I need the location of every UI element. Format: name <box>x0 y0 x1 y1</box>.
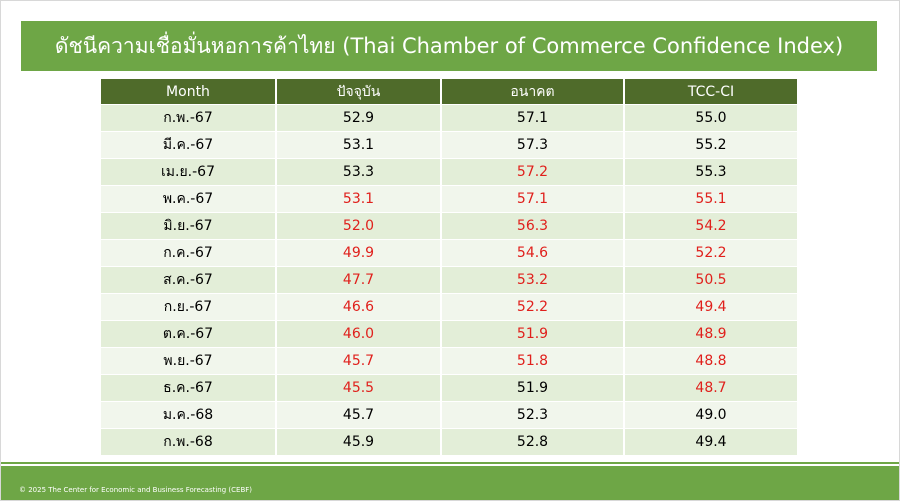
table-row: ก.พ.-68 45.9 52.8 49.4 <box>101 428 797 455</box>
month-cell: มี.ค.-67 <box>101 131 276 159</box>
value-cell: 57.1 <box>440 185 624 213</box>
value-cell: 45.7 <box>275 401 441 429</box>
month-cell: ธ.ค.-67 <box>101 374 276 402</box>
value-cell: 46.6 <box>275 293 441 321</box>
value-cell: 47.7 <box>275 266 441 294</box>
value-cell: 53.3 <box>275 158 441 186</box>
value-cell: 49.4 <box>623 428 797 455</box>
value-cell: 45.9 <box>275 428 441 455</box>
value-cell: 49.0 <box>623 401 797 429</box>
value-cell: 53.1 <box>275 185 441 213</box>
value-cell: 50.5 <box>623 266 797 294</box>
value-cell: 53.1 <box>275 131 441 159</box>
month-cell: เม.ย.-67 <box>101 158 276 186</box>
month-cell: ต.ค.-67 <box>101 320 276 348</box>
value-cell: 56.3 <box>440 212 624 240</box>
table-row: มี.ค.-67 53.1 57.3 55.2 <box>101 131 797 159</box>
table-body: ก.พ.-67 52.9 57.1 55.0 มี.ค.-67 53.1 57.3 55.2 เ… <box>101 104 797 455</box>
month-cell: ม.ค.-68 <box>101 401 276 429</box>
month-cell: พ.ย.-67 <box>101 347 276 375</box>
value-cell: 45.5 <box>275 374 441 402</box>
table-row: ต.ค.-67 46.0 51.9 48.9 <box>101 320 797 348</box>
column-header: ปัจจุบัน <box>275 79 441 105</box>
value-cell: 51.8 <box>440 347 624 375</box>
month-cell: ก.พ.-68 <box>101 428 276 455</box>
month-cell: ก.พ.-67 <box>101 104 276 132</box>
footer: © 2025 The Center for Economic and Busin… <box>1 466 899 500</box>
value-cell: 48.7 <box>623 374 797 402</box>
value-cell: 55.1 <box>623 185 797 213</box>
column-header: TCC-CI <box>623 79 797 105</box>
month-cell: พ.ค.-67 <box>101 185 276 213</box>
column-header: Month <box>101 79 276 105</box>
value-cell: 52.2 <box>623 239 797 267</box>
table-row: เม.ย.-67 53.3 57.2 55.3 <box>101 158 797 186</box>
value-cell: 49.4 <box>623 293 797 321</box>
data-table: Month ปัจจุบัน อนาคต TCC-CI ก.พ.-67 52.9 57.1… <box>101 79 797 455</box>
title: ดัชนีความเชื่อมั่นหอการค้าไทย (Thai Cham… <box>21 21 877 71</box>
value-cell: 45.7 <box>275 347 441 375</box>
table-row: พ.ย.-67 45.7 51.8 48.8 <box>101 347 797 375</box>
month-cell: ก.ย.-67 <box>101 293 276 321</box>
value-cell: 55.3 <box>623 158 797 186</box>
value-cell: 48.8 <box>623 347 797 375</box>
value-cell: 55.2 <box>623 131 797 159</box>
value-cell: 54.6 <box>440 239 624 267</box>
month-cell: ส.ค.-67 <box>101 266 276 294</box>
table-row: ธ.ค.-67 45.5 51.9 48.7 <box>101 374 797 402</box>
value-cell: 54.2 <box>623 212 797 240</box>
table-row: ก.ค.-67 49.9 54.6 52.2 <box>101 239 797 267</box>
table-row: มิ.ย.-67 52.0 56.3 54.2 <box>101 212 797 240</box>
value-cell: 57.3 <box>440 131 624 159</box>
value-cell: 49.9 <box>275 239 441 267</box>
value-cell: 57.1 <box>440 104 624 132</box>
value-cell: 52.8 <box>440 428 624 455</box>
value-cell: 57.2 <box>440 158 624 186</box>
table-row: ม.ค.-68 45.7 52.3 49.0 <box>101 401 797 429</box>
value-cell: 52.0 <box>275 212 441 240</box>
value-cell: 52.3 <box>440 401 624 429</box>
value-cell: 51.9 <box>440 374 624 402</box>
table-row: ก.พ.-67 52.9 57.1 55.0 <box>101 104 797 132</box>
header-row: Month ปัจจุบัน อนาคต TCC-CI <box>101 79 797 105</box>
month-cell: ก.ค.-67 <box>101 239 276 267</box>
month-cell: มิ.ย.-67 <box>101 212 276 240</box>
table-row: ก.ย.-67 46.6 52.2 49.4 <box>101 293 797 321</box>
value-cell: 48.9 <box>623 320 797 348</box>
value-cell: 46.0 <box>275 320 441 348</box>
value-cell: 52.9 <box>275 104 441 132</box>
table-row: พ.ค.-67 53.1 57.1 55.1 <box>101 185 797 213</box>
table-row: ส.ค.-67 47.7 53.2 50.5 <box>101 266 797 294</box>
value-cell: 53.2 <box>440 266 624 294</box>
value-cell: 51.9 <box>440 320 624 348</box>
column-header: อนาคต <box>440 79 624 105</box>
value-cell: 55.0 <box>623 104 797 132</box>
value-cell: 52.2 <box>440 293 624 321</box>
footer-line <box>1 462 899 464</box>
